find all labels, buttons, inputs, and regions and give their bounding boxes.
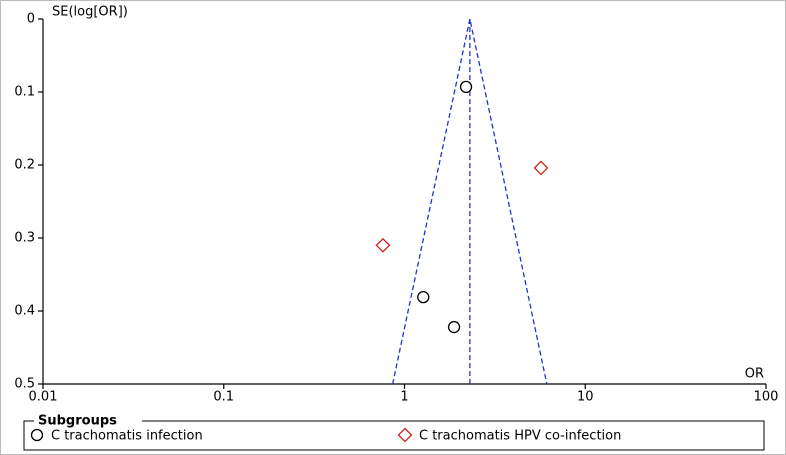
- x-tick-label: 0.1: [213, 390, 234, 405]
- legend-label: C trachomatis infection: [51, 429, 203, 444]
- y-tick-label: 0.5: [14, 377, 35, 392]
- y-tick-label: 0.3: [14, 231, 35, 246]
- y-tick-label: 0.1: [14, 85, 35, 100]
- x-tick-label: 10: [577, 390, 594, 405]
- legend-label: C trachomatis HPV co-infection: [419, 429, 621, 444]
- x-tick-label: 1: [400, 390, 408, 405]
- x-tick-label: 0.01: [29, 390, 58, 405]
- legend-title-bg: [34, 414, 142, 428]
- legend-title: Subgroups: [38, 414, 117, 429]
- point: [459, 80, 473, 94]
- x-tick-label: 100: [754, 390, 779, 405]
- y-axis-label: SE(log[OR]): [52, 5, 128, 20]
- point: [375, 237, 391, 253]
- point: [417, 290, 430, 304]
- legend-box: [23, 420, 765, 451]
- legend-marker: [30, 428, 44, 442]
- point: [533, 160, 549, 176]
- x-axis-label: OR: [745, 367, 764, 382]
- legend-marker: [397, 427, 413, 443]
- funnel-line: [392, 18, 548, 385]
- point: [447, 320, 461, 334]
- y-tick-label: 0.2: [14, 158, 35, 173]
- y-tick-label: 0.4: [14, 304, 35, 319]
- y-tick-label: 0: [27, 12, 35, 27]
